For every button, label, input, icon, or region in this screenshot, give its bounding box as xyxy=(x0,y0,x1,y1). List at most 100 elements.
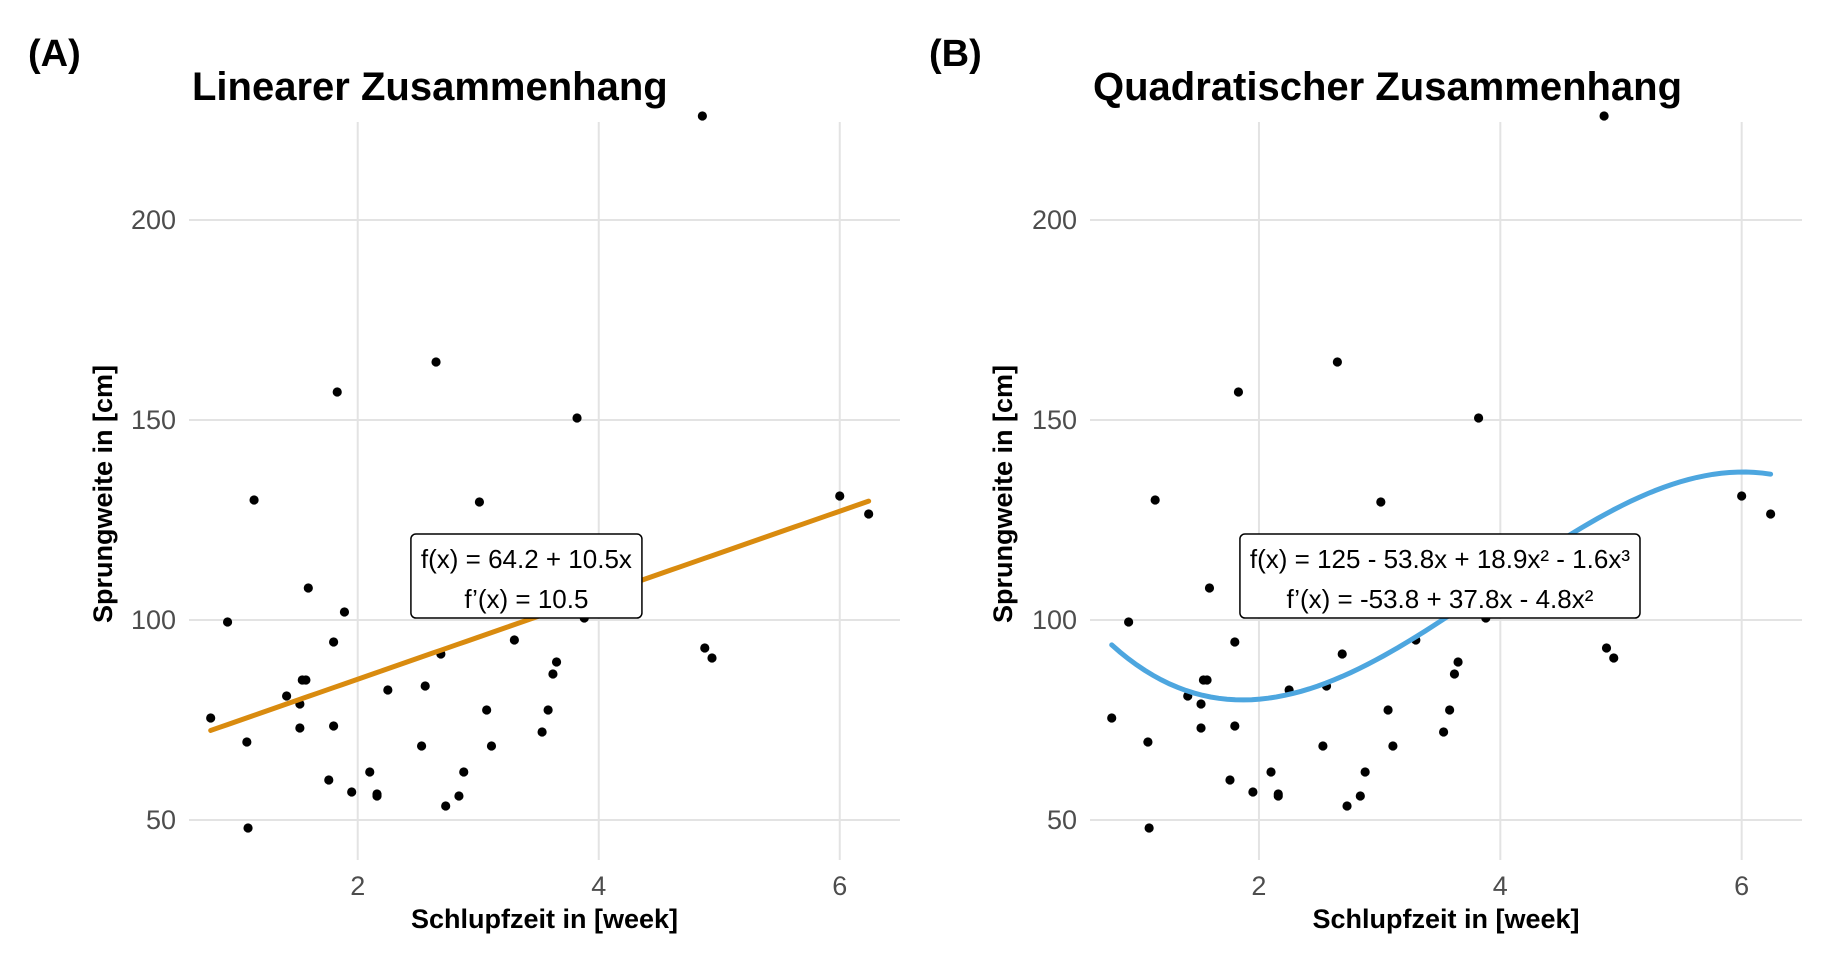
data-point xyxy=(1202,675,1211,684)
x-axis-label: Schlupfzeit in [week] xyxy=(411,904,678,934)
x-tick-label: 2 xyxy=(350,871,365,901)
panel-tag: (B) xyxy=(929,33,982,75)
data-point xyxy=(1474,413,1483,422)
data-point xyxy=(333,387,342,396)
data-point xyxy=(1124,617,1133,626)
data-point xyxy=(1388,741,1397,750)
data-point xyxy=(206,713,215,722)
y-tick-label: 150 xyxy=(1032,405,1077,435)
x-tick-label: 6 xyxy=(1734,871,1749,901)
data-point xyxy=(1361,767,1370,776)
y-tick-label: 200 xyxy=(131,205,176,235)
data-point xyxy=(365,767,374,776)
data-point xyxy=(1766,509,1775,518)
data-point xyxy=(329,721,338,730)
panel-a: 2 4 6 50 100 150 200 (A) Linearer Zusammenhang Sc… xyxy=(28,33,900,934)
data-point xyxy=(1230,721,1239,730)
panel-tag: (A) xyxy=(28,33,81,75)
y-tick-label: 50 xyxy=(146,805,176,835)
data-point xyxy=(1143,737,1152,746)
data-point xyxy=(537,727,546,736)
data-point xyxy=(347,787,356,796)
data-point xyxy=(1274,791,1283,800)
equation-fprime: f’(x) = 10.5 xyxy=(464,584,588,614)
data-point xyxy=(282,691,291,700)
data-point xyxy=(1333,357,1342,366)
data-point xyxy=(1196,699,1205,708)
data-point xyxy=(1196,723,1205,732)
data-point xyxy=(1445,705,1454,714)
data-point xyxy=(1248,787,1257,796)
data-point xyxy=(487,741,496,750)
data-point xyxy=(329,637,338,646)
data-point xyxy=(1609,653,1618,662)
data-point xyxy=(223,617,232,626)
data-point xyxy=(301,675,310,684)
data-point xyxy=(421,681,430,690)
equation-fprime: f’(x) = -53.8 + 37.8x - 4.8x² xyxy=(1287,584,1594,614)
data-point xyxy=(1234,387,1243,396)
data-point xyxy=(1602,643,1611,652)
equation-label: f(x) = 64.2 + 10.5x f’(x) = 10.5 xyxy=(411,534,642,618)
data-point xyxy=(454,791,463,800)
data-point xyxy=(1338,649,1347,658)
data-point xyxy=(700,643,709,652)
data-point xyxy=(1230,637,1239,646)
x-tick-label: 4 xyxy=(591,871,606,901)
data-point xyxy=(417,741,426,750)
data-point xyxy=(482,705,491,714)
data-point xyxy=(698,111,707,120)
chart-title: Quadratischer Zusammenhang xyxy=(1093,65,1682,109)
data-point xyxy=(475,497,484,506)
data-point xyxy=(835,491,844,500)
data-point xyxy=(1356,791,1365,800)
data-point xyxy=(552,657,561,666)
data-point xyxy=(1450,669,1459,678)
data-point xyxy=(1318,741,1327,750)
data-point xyxy=(1453,657,1462,666)
y-tick-label: 100 xyxy=(131,605,176,635)
data-point xyxy=(243,823,252,832)
data-point xyxy=(1383,705,1392,714)
data-point xyxy=(431,357,440,366)
data-point xyxy=(1225,775,1234,784)
data-point xyxy=(304,583,313,592)
y-tick-label: 200 xyxy=(1032,205,1077,235)
data-point xyxy=(1342,801,1351,810)
data-point xyxy=(1107,713,1116,722)
data-point xyxy=(544,705,553,714)
y-tick-label: 50 xyxy=(1047,805,1077,835)
data-point xyxy=(1205,583,1214,592)
equation-fx: f(x) = 64.2 + 10.5x xyxy=(421,544,632,574)
data-point xyxy=(383,685,392,694)
data-point xyxy=(459,767,468,776)
equation-label: f(x) = 125 - 53.8x + 18.9x² - 1.6x³ f’(x)… xyxy=(1240,534,1640,618)
panel-b: 2 4 6 50 100 150 200 (B) Quadratischer Zusammenh… xyxy=(929,33,1802,934)
data-point xyxy=(707,653,716,662)
equation-fx: f(x) = 125 - 53.8x + 18.9x² - 1.6x³ xyxy=(1250,544,1630,574)
y-axis-label: Sprungweite in [cm] xyxy=(988,365,1018,623)
data-point xyxy=(372,791,381,800)
data-point xyxy=(864,509,873,518)
x-tick-label: 4 xyxy=(1493,871,1508,901)
y-tick-label: 100 xyxy=(1032,605,1077,635)
data-point xyxy=(510,635,519,644)
data-point xyxy=(572,413,581,422)
x-axis-label: Schlupfzeit in [week] xyxy=(1312,904,1579,934)
data-point xyxy=(1151,495,1160,504)
data-point xyxy=(1266,767,1275,776)
x-tick-label: 6 xyxy=(832,871,847,901)
y-axis-label: Sprungweite in [cm] xyxy=(88,365,118,623)
data-point xyxy=(1145,823,1154,832)
y-tick-label: 150 xyxy=(131,405,176,435)
data-point xyxy=(548,669,557,678)
data-point xyxy=(1737,491,1746,500)
data-point xyxy=(340,607,349,616)
data-point xyxy=(1439,727,1448,736)
x-tick-label: 2 xyxy=(1251,871,1266,901)
data-point xyxy=(295,723,304,732)
data-point xyxy=(249,495,258,504)
data-point xyxy=(1376,497,1385,506)
data-point xyxy=(242,737,251,746)
